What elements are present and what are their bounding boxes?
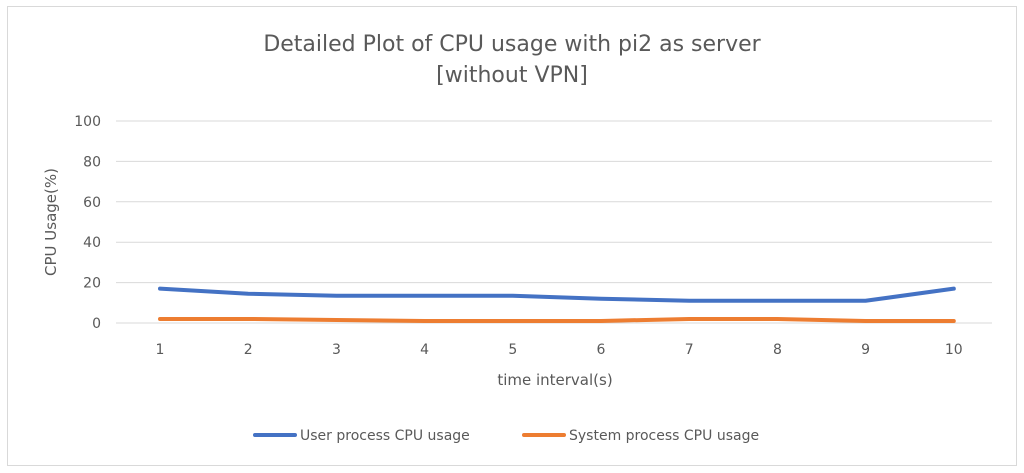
- y-tick-label: 40: [83, 235, 101, 251]
- series-lines: [158, 286, 956, 323]
- y-tick-label: 0: [92, 316, 101, 332]
- legend: User process CPU usage System process CPU…: [253, 428, 759, 444]
- x-tick-label: 7: [685, 342, 694, 358]
- x-tick-label: 4: [420, 342, 429, 358]
- x-tick-label: 3: [332, 342, 341, 358]
- y-tick-label: 100: [74, 114, 101, 130]
- chart-title-line-2: [without VPN]: [436, 63, 588, 88]
- chart-frame: [7, 6, 1017, 466]
- x-axis-title: time interval(s): [497, 371, 612, 389]
- x-tick-label: 5: [508, 342, 517, 358]
- x-tick-label: 1: [156, 342, 165, 358]
- x-tick-label: 2: [244, 342, 253, 358]
- x-tick-label: 10: [945, 342, 963, 358]
- x-tick-label: 8: [773, 342, 782, 358]
- x-tick-label: 9: [861, 342, 870, 358]
- y-tick-label: 20: [83, 276, 101, 292]
- legend-label-2: System process CPU usage: [569, 428, 759, 444]
- series-line-2: [158, 316, 956, 323]
- y-tick-label: 80: [83, 154, 101, 170]
- x-tick-label: 6: [597, 342, 606, 358]
- x-axis-ticks: 1 2 3 4 5 6 7 8 9 10: [156, 342, 963, 358]
- legend-label-1: User process CPU usage: [300, 428, 470, 444]
- series-line-1: [158, 286, 956, 303]
- chart-title-line-1: Detailed Plot of CPU usage with pi2 as s…: [263, 32, 761, 57]
- y-axis-title: CPU Usage(%): [42, 168, 60, 276]
- y-tick-label: 60: [83, 195, 101, 211]
- y-axis-ticks: 0 20 40 60 80 100: [74, 114, 101, 332]
- gridlines: [116, 120, 992, 324]
